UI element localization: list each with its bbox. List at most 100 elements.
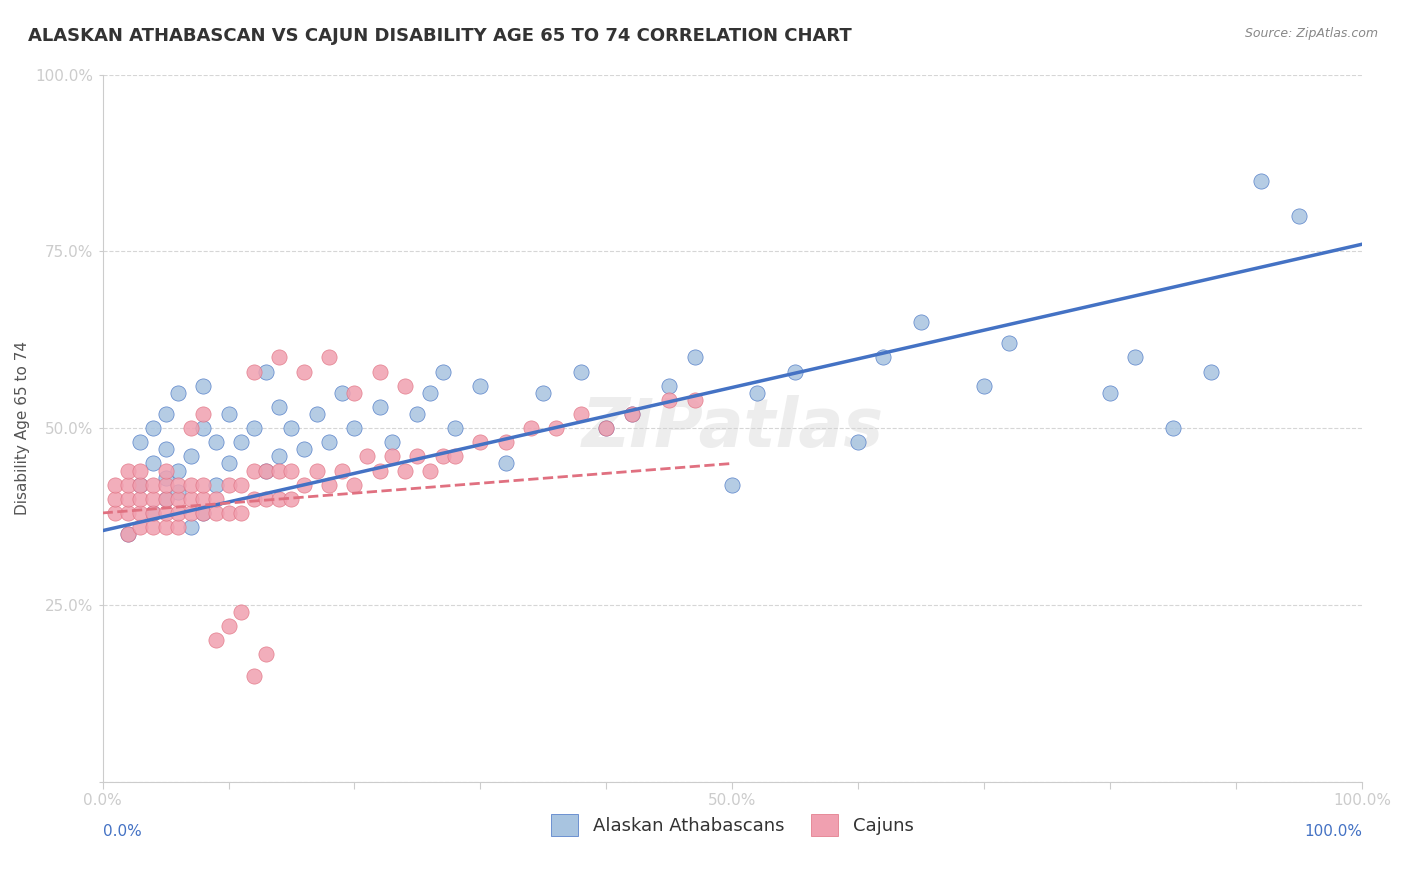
Point [406, 450, 429, 464]
Point [872, 351, 894, 365]
Point [292, 477, 315, 491]
Point [368, 365, 391, 379]
Point [167, 520, 190, 534]
Point [330, 385, 353, 400]
Point [280, 491, 302, 506]
Point [117, 527, 139, 541]
Point [432, 450, 454, 464]
Point [318, 435, 340, 450]
Point [1199, 365, 1222, 379]
Point [218, 407, 240, 421]
Point [544, 421, 567, 435]
Point [1288, 209, 1310, 223]
Point [167, 463, 190, 477]
Point [683, 392, 706, 407]
Point [569, 365, 592, 379]
Text: ZIPatlas: ZIPatlas [581, 395, 883, 461]
Point [167, 385, 190, 400]
Point [381, 435, 404, 450]
Point [419, 463, 441, 477]
Point [218, 619, 240, 633]
Point [595, 421, 617, 435]
Point [142, 506, 165, 520]
Point [419, 385, 441, 400]
Point [218, 457, 240, 471]
Point [193, 477, 215, 491]
Point [104, 491, 127, 506]
Point [129, 506, 152, 520]
Point [495, 435, 517, 450]
Point [167, 506, 190, 520]
Point [254, 365, 277, 379]
Point [193, 506, 215, 520]
Point [155, 491, 177, 506]
Point [368, 400, 391, 414]
Point [595, 421, 617, 435]
Point [180, 450, 202, 464]
Point [520, 421, 543, 435]
Point [470, 435, 492, 450]
Point [218, 477, 240, 491]
Point [155, 463, 177, 477]
Point [343, 477, 366, 491]
Point [218, 506, 240, 520]
Point [155, 442, 177, 457]
Point [242, 463, 264, 477]
Point [142, 421, 165, 435]
Point [205, 477, 228, 491]
Point [343, 421, 366, 435]
Point [394, 463, 416, 477]
Point [242, 365, 264, 379]
Point [305, 463, 328, 477]
Point [495, 457, 517, 471]
Point [620, 407, 643, 421]
Point [318, 477, 340, 491]
Point [155, 506, 177, 520]
Point [368, 463, 391, 477]
Point [973, 378, 995, 392]
Point [193, 421, 215, 435]
Point [242, 491, 264, 506]
Point [117, 463, 139, 477]
Point [254, 463, 277, 477]
Point [531, 385, 554, 400]
Point [129, 520, 152, 534]
Point [254, 463, 277, 477]
Point [229, 477, 252, 491]
Point [129, 477, 152, 491]
Point [142, 457, 165, 471]
Point [180, 506, 202, 520]
Point [205, 491, 228, 506]
Point [229, 605, 252, 619]
Point [104, 477, 127, 491]
Point [267, 463, 290, 477]
Point [155, 470, 177, 484]
Point [343, 385, 366, 400]
Point [444, 450, 467, 464]
Point [658, 392, 681, 407]
Point [142, 477, 165, 491]
Point [142, 506, 165, 520]
Point [910, 315, 932, 329]
Point [155, 407, 177, 421]
Point [280, 421, 302, 435]
Text: 0.0%: 0.0% [103, 824, 142, 839]
Point [292, 365, 315, 379]
Point [330, 463, 353, 477]
Point [117, 477, 139, 491]
Point [305, 407, 328, 421]
Point [167, 491, 190, 506]
Point [155, 477, 177, 491]
Point [267, 351, 290, 365]
Point [242, 421, 264, 435]
Point [267, 450, 290, 464]
Point [129, 477, 152, 491]
Point [205, 506, 228, 520]
Y-axis label: Disability Age 65 to 74: Disability Age 65 to 74 [15, 341, 30, 515]
Point [381, 450, 404, 464]
Point [1250, 173, 1272, 187]
Point [683, 351, 706, 365]
Point [205, 435, 228, 450]
Point [129, 463, 152, 477]
Point [205, 633, 228, 648]
